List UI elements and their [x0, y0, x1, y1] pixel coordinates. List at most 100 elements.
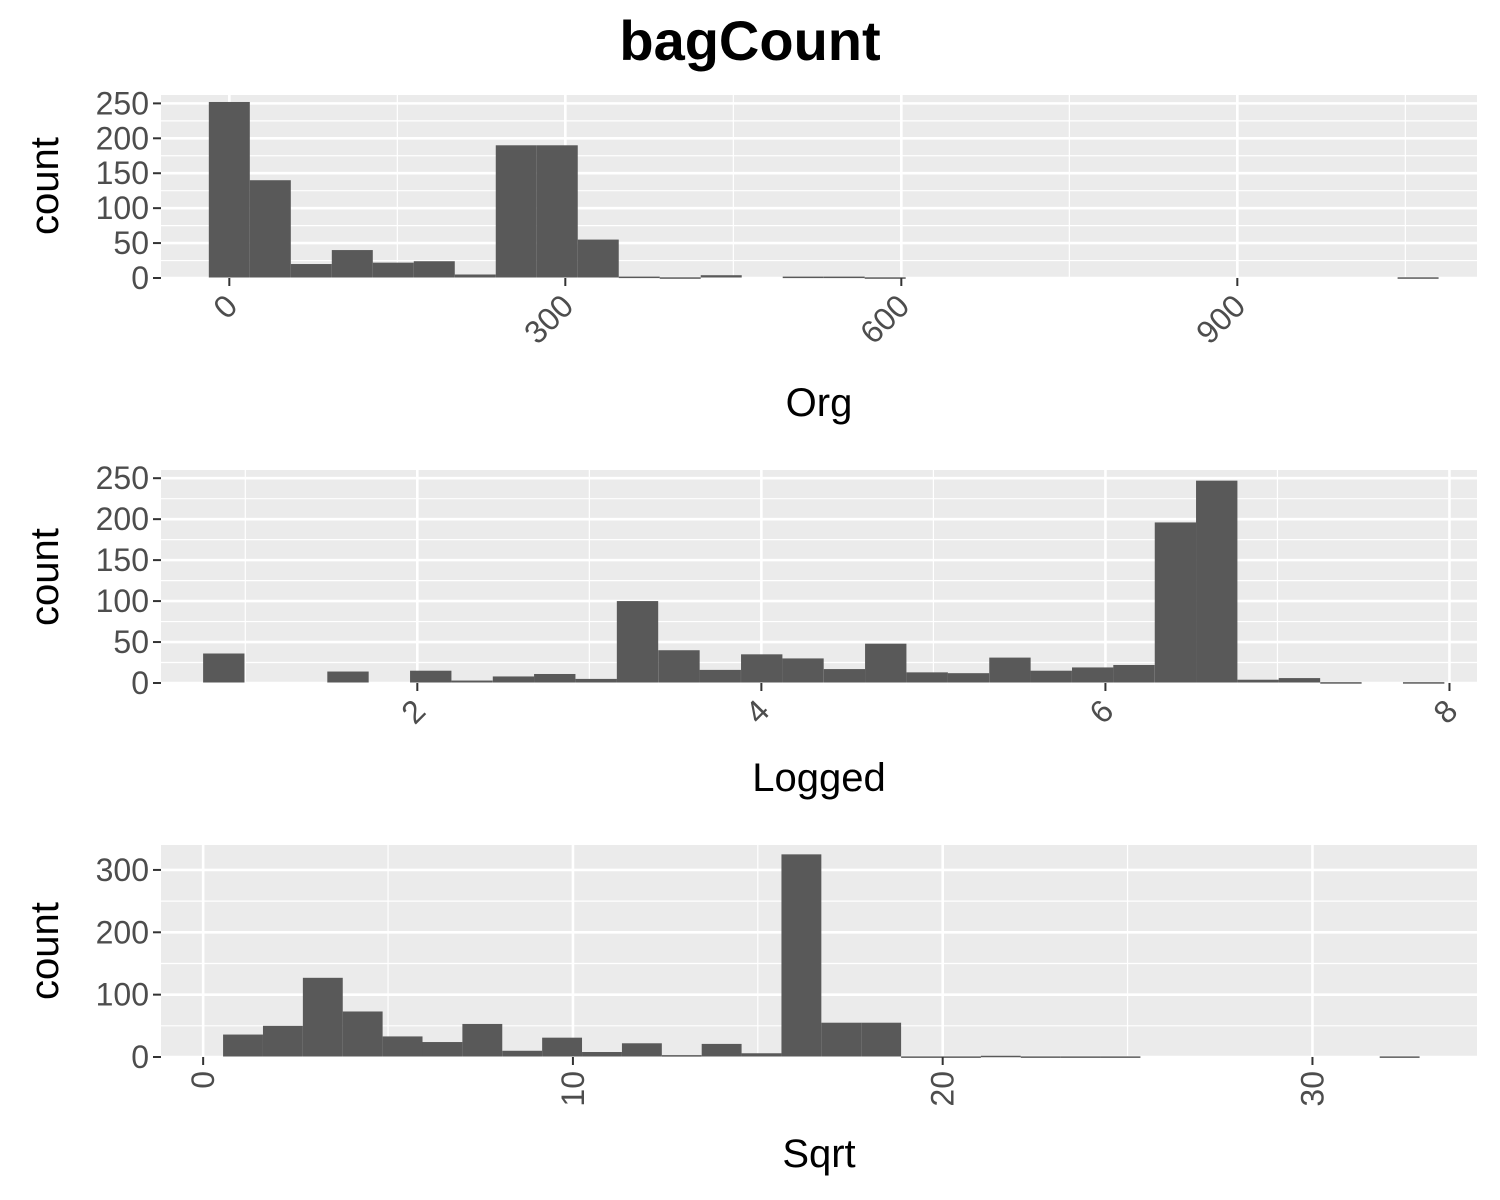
x-tick-label: 30 — [1294, 1071, 1330, 1107]
x-tick-label: 4 — [738, 692, 776, 730]
histogram-bar — [577, 239, 619, 278]
y-tick-label: 250 — [96, 460, 149, 496]
y-tick-label: 0 — [131, 260, 149, 296]
y-tick-label: 200 — [96, 120, 149, 156]
histogram-bar — [861, 1022, 902, 1057]
x-tick-label: 20 — [925, 1071, 961, 1107]
histogram-bar — [864, 277, 906, 279]
chart-panel-3: 0 100 200 300 0 10 20 30 Sqrt count — [23, 845, 1477, 1176]
histogram-bar — [1402, 682, 1445, 684]
y-tick-label: 300 — [96, 852, 149, 888]
y-tick-label: 0 — [131, 665, 149, 701]
histogram-bar — [492, 676, 535, 683]
y-tick-label: 150 — [96, 155, 149, 191]
histogram-bar — [542, 1037, 583, 1057]
histogram-bar — [1320, 682, 1362, 684]
histogram-bar — [327, 671, 369, 683]
histogram-bar — [262, 1025, 303, 1057]
histogram-bar — [901, 1056, 941, 1058]
histogram-bar — [451, 680, 493, 683]
histogram-bar — [536, 145, 578, 278]
x-axis-title: Logged — [752, 756, 885, 800]
y-tick-label: 100 — [96, 583, 149, 619]
histogram-bar — [462, 1023, 503, 1057]
histogram-bar — [821, 1022, 862, 1057]
x-axis-title: Org — [786, 381, 853, 425]
histogram-bar — [741, 654, 783, 683]
histogram-bar — [947, 673, 990, 683]
histogram-bar — [502, 1050, 543, 1057]
histogram-bar — [575, 678, 617, 683]
y-tick-label: 150 — [96, 542, 149, 578]
histogram-bar — [1237, 679, 1279, 683]
histogram-bar — [616, 601, 659, 683]
x-tick-label: 10 — [555, 1071, 591, 1107]
histogram-bar — [658, 650, 700, 683]
plot-background — [161, 470, 1477, 683]
histogram-bar — [700, 275, 742, 278]
histogram-bar — [782, 276, 824, 279]
histogram-bar — [823, 276, 865, 279]
histogram-bar — [941, 1056, 981, 1058]
histogram-bar — [422, 1042, 463, 1057]
histogram-bar — [1020, 1056, 1061, 1058]
x-tick-label: 0 — [185, 1071, 221, 1089]
histogram-bar — [208, 101, 250, 278]
y-tick-label: 50 — [113, 624, 149, 660]
histogram-bar — [454, 274, 496, 278]
chart-panel-2: 0 50 100 150 200 250 2 4 6 8 Logged count — [23, 460, 1477, 800]
y-axis-title: count — [23, 528, 67, 626]
histogram-bar — [1397, 277, 1439, 279]
histogram-bar — [621, 1043, 662, 1057]
histogram-bar — [701, 1043, 742, 1057]
y-tick-label: 200 — [96, 914, 149, 950]
x-tick-label: 0 — [206, 287, 244, 325]
histogram-bar — [659, 277, 701, 279]
y-tick-label: 50 — [113, 225, 149, 261]
histogram-bar — [302, 977, 343, 1057]
histogram-bar — [1196, 480, 1238, 683]
y-tick-label: 100 — [96, 190, 149, 226]
y-tick-label: 100 — [96, 977, 149, 1013]
histogram-bar — [331, 250, 373, 278]
histogram-bar — [203, 653, 245, 683]
histogram-bar — [782, 658, 824, 683]
y-axis-title: count — [23, 137, 67, 235]
histogram-bar — [495, 145, 537, 278]
histogram-bar — [1278, 678, 1321, 683]
histogram-bar — [413, 261, 455, 278]
x-tick-label: 600 — [853, 287, 916, 350]
chart-title: bagCount — [619, 9, 881, 72]
histogram-bar — [410, 670, 452, 683]
histogram-bar — [582, 1052, 622, 1057]
histogram-bar — [781, 854, 822, 1057]
histogram-bar — [534, 673, 576, 683]
x-tick-label: 6 — [1082, 692, 1120, 730]
histogram-bar — [865, 643, 907, 683]
histogram-bar — [741, 1053, 782, 1057]
histogram-bar — [1100, 1056, 1141, 1058]
histogram-bar — [823, 669, 866, 683]
y-tick-label: 200 — [96, 501, 149, 537]
histogram-bar — [1030, 670, 1072, 683]
y-tick-label: 250 — [96, 85, 149, 121]
histogram-bar — [1113, 664, 1155, 683]
histogram-bar — [980, 1055, 1021, 1058]
x-tick-label: 300 — [517, 287, 580, 350]
x-tick-label: 8 — [1426, 692, 1464, 730]
histogram-bar — [618, 276, 660, 279]
histogram-bar — [382, 1036, 423, 1057]
y-tick-label: 0 — [131, 1039, 149, 1075]
x-tick-label: 2 — [394, 692, 432, 730]
x-tick-label: 900 — [1189, 287, 1252, 350]
histogram-bar — [661, 1055, 702, 1057]
histogram-bar — [1060, 1056, 1101, 1058]
plot-background — [161, 95, 1477, 278]
histogram-bar — [249, 180, 291, 278]
histogram-bar — [1072, 667, 1114, 683]
histogram-bar — [699, 669, 741, 683]
histogram-bar — [1379, 1056, 1420, 1058]
